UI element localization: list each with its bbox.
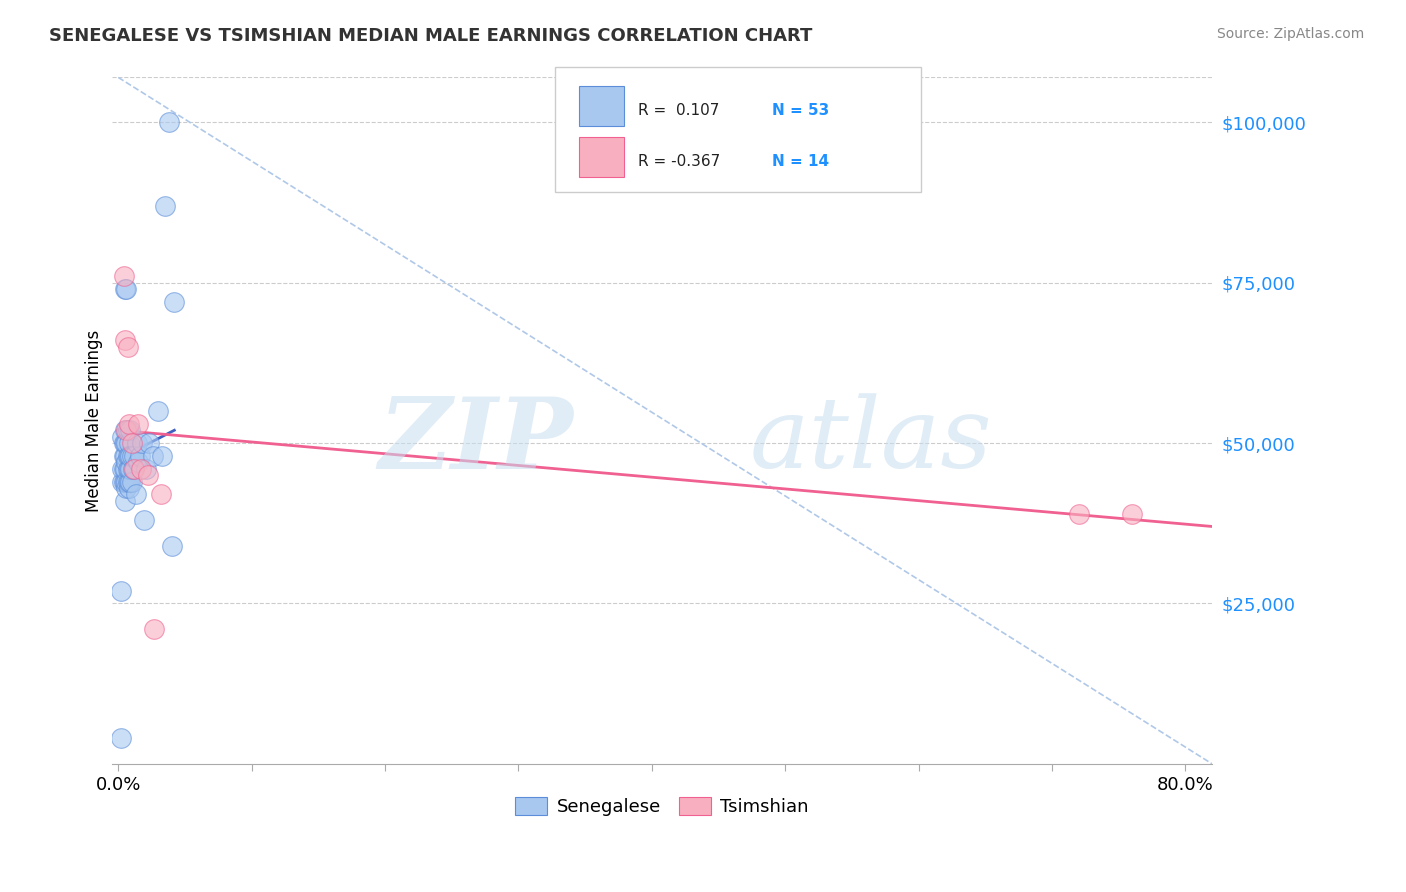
Text: R = -0.367: R = -0.367 xyxy=(638,154,720,169)
Point xyxy=(121,475,143,489)
Text: R =  0.107: R = 0.107 xyxy=(638,103,720,119)
Point xyxy=(124,461,146,475)
Point xyxy=(111,475,134,489)
Point xyxy=(114,423,136,437)
Point xyxy=(160,539,183,553)
Point xyxy=(127,455,149,469)
Text: N = 14: N = 14 xyxy=(772,154,830,169)
Point xyxy=(125,436,148,450)
Y-axis label: Median Male Earnings: Median Male Earnings xyxy=(86,329,103,512)
Point xyxy=(149,487,172,501)
Point xyxy=(129,461,152,475)
Point xyxy=(112,449,135,463)
Point xyxy=(115,436,138,450)
Point xyxy=(142,449,165,463)
Point xyxy=(117,461,139,475)
Point xyxy=(112,436,135,450)
Point xyxy=(118,461,141,475)
Point xyxy=(120,461,142,475)
Point xyxy=(114,449,136,463)
Point xyxy=(150,449,173,463)
Point xyxy=(115,423,138,437)
Text: SENEGALESE VS TSIMSHIAN MEDIAN MALE EARNINGS CORRELATION CHART: SENEGALESE VS TSIMSHIAN MEDIAN MALE EARN… xyxy=(49,27,813,45)
Point xyxy=(131,436,153,450)
Point xyxy=(124,449,146,463)
Point xyxy=(117,449,139,463)
Point xyxy=(118,481,141,495)
Point xyxy=(111,461,134,475)
Point xyxy=(114,493,136,508)
Point xyxy=(148,404,170,418)
Point xyxy=(114,436,136,450)
Legend: Senegalese, Tsimshian: Senegalese, Tsimshian xyxy=(508,789,815,823)
Point xyxy=(135,461,157,475)
Point xyxy=(114,461,136,475)
Point xyxy=(124,487,146,501)
Point xyxy=(121,436,143,450)
Point xyxy=(115,282,138,296)
Point xyxy=(110,731,132,746)
Point xyxy=(120,423,142,437)
Text: N = 53: N = 53 xyxy=(772,103,830,119)
Point xyxy=(1121,507,1143,521)
Point xyxy=(163,295,186,310)
Point xyxy=(132,513,155,527)
Point xyxy=(112,461,135,475)
Point xyxy=(118,475,141,489)
Point xyxy=(118,449,141,463)
Point xyxy=(153,199,176,213)
Point xyxy=(114,475,136,489)
Point xyxy=(136,468,159,483)
Point xyxy=(128,449,150,463)
Point xyxy=(122,461,145,475)
Point xyxy=(120,475,142,489)
Point xyxy=(112,269,135,284)
Point xyxy=(120,449,142,463)
Point xyxy=(110,583,132,598)
Text: atlas: atlas xyxy=(749,393,993,489)
Point xyxy=(114,282,136,296)
Point xyxy=(115,455,138,469)
Point xyxy=(121,449,143,463)
Point xyxy=(118,417,141,431)
Point xyxy=(117,340,139,354)
Point xyxy=(117,423,139,437)
Point xyxy=(115,475,138,489)
Text: Source: ZipAtlas.com: Source: ZipAtlas.com xyxy=(1216,27,1364,41)
Point xyxy=(117,475,139,489)
Point xyxy=(1067,507,1090,521)
Text: ZIP: ZIP xyxy=(378,393,574,490)
Point xyxy=(114,334,136,348)
Point xyxy=(112,475,135,489)
Point xyxy=(115,481,138,495)
Point xyxy=(111,430,134,444)
Point xyxy=(127,417,149,431)
Point xyxy=(157,115,180,129)
Point xyxy=(143,622,166,636)
Point xyxy=(118,436,141,450)
Point xyxy=(138,436,160,450)
